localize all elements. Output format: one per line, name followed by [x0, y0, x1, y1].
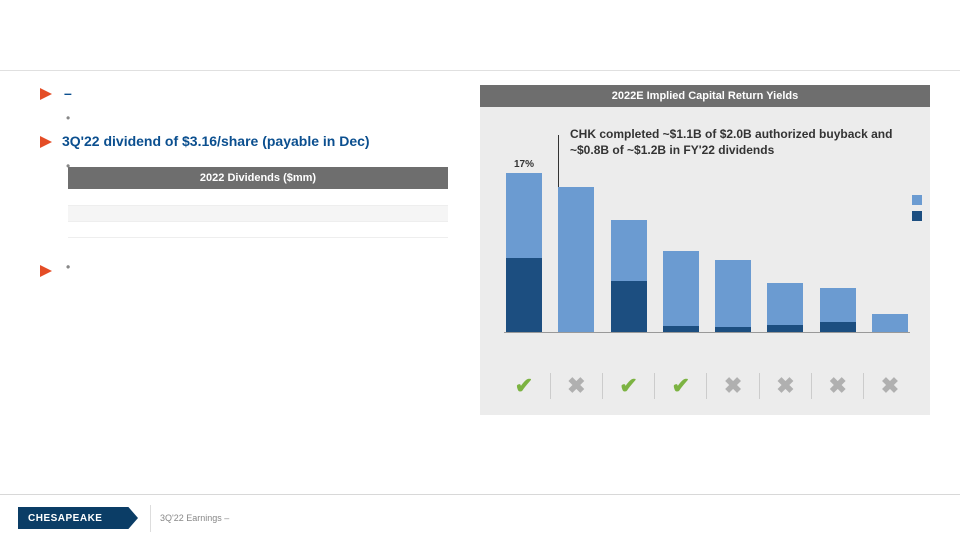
status-separator [550, 373, 551, 399]
status-separator [602, 373, 603, 399]
chart-title: 2022E Implied Capital Return Yields [480, 85, 930, 107]
bullet-1: – [40, 85, 470, 103]
bullet-2-text: 3Q'22 dividend of $3.16/share (payable i… [62, 133, 370, 149]
bar [611, 220, 647, 333]
table-row [68, 221, 448, 237]
cross-icon: ✖ [870, 373, 910, 399]
chart-plot-area: 17% [504, 163, 910, 333]
swatch-dividend [912, 195, 922, 205]
content-area: – 3Q'22 dividend of $3.16/share (payable… [40, 85, 940, 480]
bullet-2: 3Q'22 dividend of $3.16/share (payable i… [40, 133, 470, 151]
bar-segment-dividend [872, 314, 908, 333]
cross-icon: ✖ [765, 373, 805, 399]
bar [558, 187, 594, 333]
table-row [68, 189, 448, 205]
cross-icon: ✖ [818, 373, 858, 399]
footer-text: 3Q'22 Earnings – [160, 513, 229, 523]
status-row: ✔ ✖ ✔ ✔ ✖ ✖ ✖ ✖ [504, 373, 910, 399]
check-icon: ✔ [609, 373, 649, 399]
bar [820, 288, 856, 333]
bar [663, 251, 699, 333]
table-header: 2022 Dividends ($mm) [68, 167, 448, 189]
right-column: 2022E Implied Capital Return Yields CHK … [480, 85, 930, 480]
bar-segment-buyback [611, 281, 647, 333]
bar-slot [870, 314, 910, 333]
chart-container: 2022E Implied Capital Return Yields CHK … [480, 85, 930, 415]
bar-segment-dividend [767, 283, 803, 325]
legend-item-dividend [912, 195, 926, 205]
status-separator [759, 373, 760, 399]
footer-divider [150, 505, 151, 532]
bar-segment-dividend [558, 187, 594, 333]
bar-segment-buyback [506, 258, 542, 333]
bar [872, 314, 908, 333]
bar-segment-dividend [506, 173, 542, 258]
bar-segment-dividend [715, 260, 751, 328]
chart-legend [912, 195, 926, 227]
bar-slot [765, 283, 805, 333]
status-separator [706, 373, 707, 399]
x-axis [504, 332, 910, 333]
cross-icon: ✖ [713, 373, 753, 399]
chart-annotation: CHK completed ~$1.1B of $2.0B authorized… [570, 127, 910, 158]
bar-slot: 17% [504, 173, 544, 333]
bar [715, 260, 751, 333]
bar-slot [661, 251, 701, 333]
table-row [68, 205, 448, 221]
top-divider [0, 70, 960, 71]
bar-segment-dividend [611, 220, 647, 281]
brand-logo: CHESAPEAKE [18, 507, 138, 529]
check-icon: ✔ [661, 373, 701, 399]
bar-slot [713, 260, 753, 333]
bar-slot [556, 187, 596, 333]
status-separator [811, 373, 812, 399]
check-icon: ✔ [504, 373, 544, 399]
bar-slot [818, 288, 858, 333]
bars-row: 17% [504, 163, 910, 333]
cross-icon: ✖ [556, 373, 596, 399]
bar-value-label: 17% [504, 159, 544, 170]
status-separator [863, 373, 864, 399]
bullet-1-dash: – [64, 85, 72, 101]
bar-slot [609, 220, 649, 333]
left-column: – 3Q'22 dividend of $3.16/share (payable… [40, 85, 480, 480]
bar [767, 283, 803, 333]
swatch-buyback [912, 211, 922, 221]
slide: – 3Q'22 dividend of $3.16/share (payable… [0, 0, 960, 540]
legend-item-buyback [912, 211, 926, 221]
status-separator [654, 373, 655, 399]
bar-segment-dividend [663, 251, 699, 326]
bar-segment-dividend [820, 288, 856, 322]
brand-name: CHESAPEAKE [28, 513, 102, 524]
bar [506, 173, 542, 333]
table-header-row: 2022 Dividends ($mm) [68, 167, 448, 189]
footer: CHESAPEAKE 3Q'22 Earnings – [0, 494, 960, 540]
dividends-table: 2022 Dividends ($mm) [68, 167, 448, 238]
